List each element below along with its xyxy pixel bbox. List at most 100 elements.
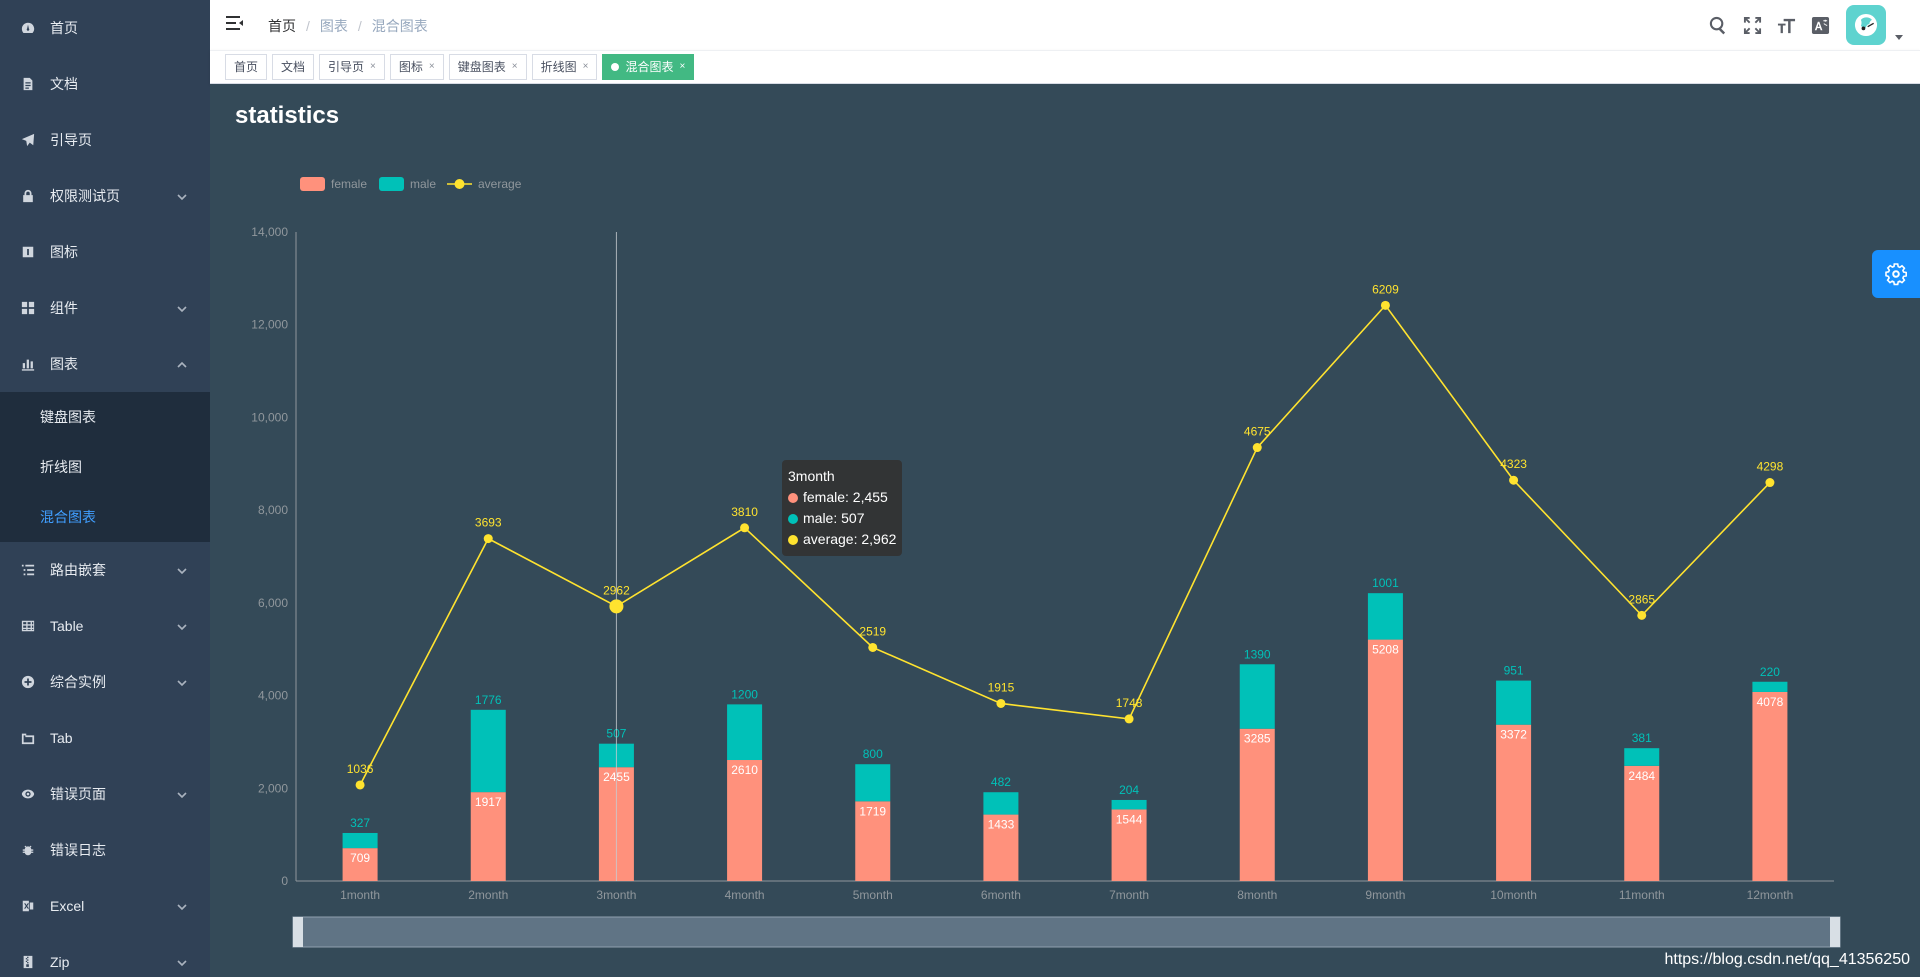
data-zoom-handle-left xyxy=(293,917,303,947)
font-size-icon[interactable] xyxy=(1776,15,1796,35)
sidebar-item-nested[interactable]: 路由嵌套 xyxy=(0,542,210,598)
tooltip-average-dot xyxy=(788,534,798,545)
data-label-male: 204 xyxy=(1119,783,1139,797)
tag-item[interactable]: 折线图 × xyxy=(531,54,598,80)
tag-item[interactable]: 文档 xyxy=(272,54,315,80)
sidebar-item-label: Excel xyxy=(50,898,85,914)
chart-tooltip: 3month female: 2,455 male: 507 average: … xyxy=(782,460,903,556)
sidebar-item-label: 组件 xyxy=(50,300,78,316)
sidebar-item-table[interactable]: Table xyxy=(0,598,210,654)
data-label-average: 2962 xyxy=(603,583,630,597)
data-label-average: 1915 xyxy=(988,680,1015,694)
bar-male xyxy=(1367,593,1403,640)
watermark: https://blog.csdn.net/qq_41356250 xyxy=(1664,951,1910,968)
tag-item[interactable]: 键盘图表 × xyxy=(448,54,527,80)
x-tick-label: 2month xyxy=(468,888,508,902)
bug-icon xyxy=(20,842,36,858)
sidebar-item-bug[interactable]: 错误日志 xyxy=(0,822,210,878)
sidebar-item-document[interactable]: 文档 xyxy=(0,56,210,112)
x-tick-label: 6month xyxy=(981,888,1021,902)
point-average xyxy=(483,534,493,544)
x-tick-label: 10month xyxy=(1490,888,1537,902)
example-icon xyxy=(20,674,36,690)
sidebar-item-zip[interactable]: Zip xyxy=(0,934,210,977)
x-tick-label: 11month xyxy=(1619,888,1665,902)
y-tick-label: 12,000 xyxy=(251,318,288,332)
sidebar-item-guide[interactable]: 引导页 xyxy=(0,112,210,168)
chart-icon xyxy=(20,356,36,372)
bar-female xyxy=(470,792,506,881)
close-icon[interactable]: × xyxy=(511,61,518,72)
breadcrumb-separator: / xyxy=(357,18,362,34)
point-average xyxy=(1637,610,1647,620)
sidebar-item-label: 图表 xyxy=(50,356,78,372)
sidebar-item-lock[interactable]: 权限测试页 xyxy=(0,168,210,224)
active-dot-icon xyxy=(611,63,620,71)
y-tick-label: 6,000 xyxy=(258,596,288,610)
gear-icon xyxy=(1885,263,1907,286)
excel-icon xyxy=(20,898,36,914)
sidebar-item-tab[interactable]: Tab xyxy=(0,710,210,766)
sidebar-item-component[interactable]: 组件 xyxy=(0,280,210,336)
legend-male-label: male xyxy=(410,177,436,191)
y-tick-label: 4,000 xyxy=(258,689,288,703)
sidebar-item-example[interactable]: 综合实例 xyxy=(0,654,210,710)
data-label-average: 2865 xyxy=(1628,592,1655,606)
sidebar-item-excel[interactable]: Excel xyxy=(0,878,210,934)
bar-male xyxy=(1752,681,1788,692)
search-icon[interactable] xyxy=(1708,15,1728,35)
tag-item[interactable]: 混合图表 × xyxy=(602,54,695,80)
bar-female xyxy=(1367,639,1403,881)
mix-chart[interactable]: 0 2,000 4,000 6,000 8,000 10,000 12,000 14,000 1… xyxy=(210,84,1920,977)
close-icon[interactable]: × xyxy=(428,61,435,72)
x-tick-label: 8month xyxy=(1237,888,1277,902)
legend-female-swatch xyxy=(300,177,325,191)
breadcrumb-charts[interactable]: 图表 xyxy=(319,18,348,34)
tag-item[interactable]: 引导页 × xyxy=(319,54,385,80)
chevron-down-icon xyxy=(176,620,188,632)
caret-down-icon[interactable] xyxy=(1894,29,1904,40)
tag-item[interactable]: 首页 xyxy=(225,54,268,80)
sidebar-item-label: Tab xyxy=(50,730,73,746)
x-tick-label: 9month xyxy=(1365,888,1405,902)
sidebar-item-error404[interactable]: 错误页面 xyxy=(0,766,210,822)
bar-female xyxy=(1752,691,1788,881)
data-label-female: 1917 xyxy=(475,795,502,809)
x-tick-label: 3month xyxy=(596,888,636,902)
chart-container: statistics 0 2,000 4,000 6,000 8,000 10,000 12… xyxy=(210,84,1920,977)
data-label-female: 2610 xyxy=(731,763,758,777)
navbar-right-menu xyxy=(1694,0,1904,50)
data-zoom-track xyxy=(292,916,1841,948)
fullscreen-icon[interactable] xyxy=(1742,15,1762,35)
sidebar-item-dashboard[interactable]: 首页 xyxy=(0,0,210,56)
sidebar-item-label: Table xyxy=(50,618,84,634)
sidebar-subitem[interactable]: 混合图表 xyxy=(40,509,96,525)
sidebar-item-label: Zip xyxy=(50,954,70,970)
legend-average-label: average xyxy=(478,177,522,191)
settings-gear-button[interactable] xyxy=(1872,250,1920,298)
y-tick-label: 8,000 xyxy=(258,503,288,517)
close-icon[interactable]: × xyxy=(370,61,376,72)
hamburger-icon[interactable] xyxy=(226,14,246,34)
sidebar-subitem[interactable]: 键盘图表 xyxy=(40,409,96,425)
close-icon[interactable]: × xyxy=(679,61,686,72)
sidebar-subitem[interactable]: 折线图 xyxy=(40,459,82,475)
tag-item[interactable]: 图标 × xyxy=(389,54,444,80)
data-label-male: 800 xyxy=(863,747,883,761)
document-icon xyxy=(20,76,36,92)
avatar[interactable] xyxy=(1846,5,1886,45)
bar-male xyxy=(1239,664,1275,729)
series-line-average xyxy=(359,304,1771,786)
close-icon[interactable]: × xyxy=(582,61,589,72)
x-tick-label: 7month xyxy=(1109,888,1149,902)
language-icon[interactable] xyxy=(1810,15,1830,35)
data-label-male: 951 xyxy=(1504,664,1524,678)
sidebar-item-chart[interactable]: 图表 xyxy=(0,336,210,392)
breadcrumb-home[interactable]: 首页 xyxy=(268,18,296,34)
point-average xyxy=(355,780,365,790)
sidebar-item-label: 错误页面 xyxy=(50,786,106,802)
bar-male xyxy=(1111,799,1147,810)
tooltip-average-text: average: 2,962 xyxy=(803,531,897,547)
legend-female-label: female xyxy=(331,177,367,191)
sidebar-item-icon[interactable]: 图标 xyxy=(0,224,210,280)
